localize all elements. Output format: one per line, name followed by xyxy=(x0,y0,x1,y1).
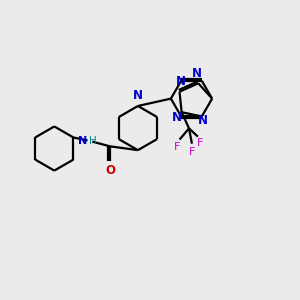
Text: F: F xyxy=(197,138,203,148)
Text: N: N xyxy=(78,136,88,146)
Text: N: N xyxy=(198,114,208,127)
Text: N: N xyxy=(172,111,182,124)
Text: O: O xyxy=(105,164,115,177)
Text: F: F xyxy=(174,142,180,152)
Text: F: F xyxy=(189,147,196,157)
Text: N: N xyxy=(133,89,143,102)
Text: N: N xyxy=(192,67,202,80)
Text: N: N xyxy=(176,75,186,88)
Text: H: H xyxy=(89,136,97,146)
